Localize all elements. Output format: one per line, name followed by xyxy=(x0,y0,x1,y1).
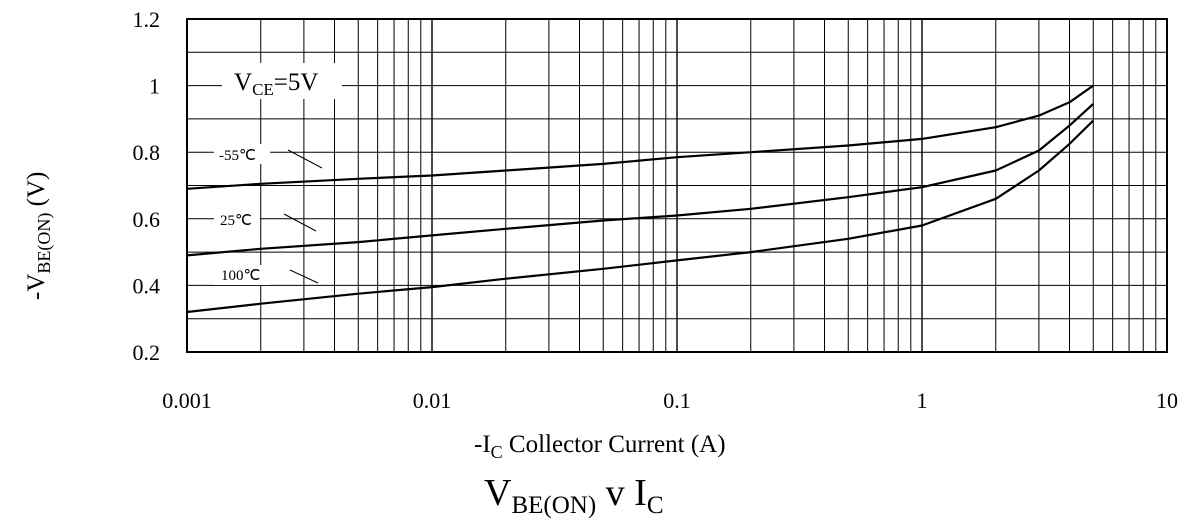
leader-line-25 xyxy=(283,213,317,232)
x-axis-label: -IC Collector Current (A) xyxy=(474,431,726,462)
label-bg-25 xyxy=(214,209,260,229)
label-bg-55 xyxy=(214,144,270,164)
series-label-minus55: -55℃ xyxy=(219,148,256,164)
x-tick-label: 0.01 xyxy=(413,388,452,413)
x-tick-label: 10 xyxy=(1156,388,1178,413)
series-label-25: 25℃ xyxy=(220,213,252,229)
annotation-box xyxy=(222,63,342,99)
series-line-2 xyxy=(186,119,1094,314)
annotation: VCE=5V xyxy=(234,69,318,99)
leader-line-minus55 xyxy=(287,149,323,169)
plot-frame xyxy=(186,18,1168,353)
y-axis-label: -VBE(ON) (V) xyxy=(23,172,55,300)
leader-line-100 xyxy=(289,269,319,284)
x-tick-labels: 0.001 0.01 0.1 1 10 xyxy=(162,388,1178,413)
x-tick-label: 0.001 xyxy=(162,388,212,413)
y-tick-label: 1 xyxy=(149,74,160,99)
series-line-0 xyxy=(186,84,1094,190)
y-tick-label: 0.4 xyxy=(133,273,161,298)
series-line-1 xyxy=(186,103,1094,257)
x-tick-label: 0.1 xyxy=(663,388,691,413)
y-tick-label: 0.2 xyxy=(133,340,161,365)
label-bg-100 xyxy=(214,265,270,285)
x-tick-label: 1 xyxy=(917,388,928,413)
y-tick-labels: 0.2 0.4 0.6 0.8 1 1.2 xyxy=(133,7,161,365)
series-group xyxy=(186,84,1094,314)
y-tick-label: 0.8 xyxy=(133,140,161,165)
y-tick-label: 1.2 xyxy=(133,7,161,32)
series-label-100: 100℃ xyxy=(221,268,260,284)
y-tick-label: 0.6 xyxy=(133,207,161,232)
chart-title: VBE(ON) v IC xyxy=(484,472,664,519)
